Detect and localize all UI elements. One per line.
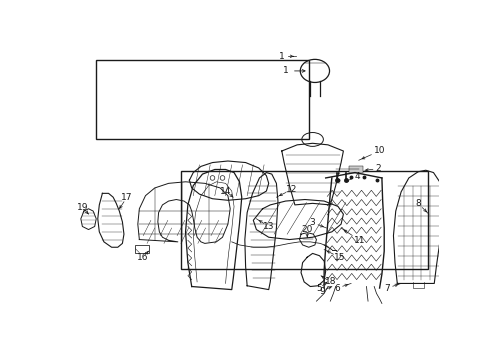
Text: 10: 10 xyxy=(373,147,385,156)
Text: 9: 9 xyxy=(318,287,324,296)
Text: 12: 12 xyxy=(285,185,297,194)
Bar xyxy=(348,166,362,172)
Text: 1: 1 xyxy=(282,66,288,75)
Text: 18: 18 xyxy=(324,278,335,287)
Bar xyxy=(181,171,427,269)
Text: 19: 19 xyxy=(77,203,88,212)
Text: 13: 13 xyxy=(263,222,274,231)
Text: 1: 1 xyxy=(278,52,284,61)
Text: 7: 7 xyxy=(384,284,389,293)
Text: 2: 2 xyxy=(374,164,380,173)
Text: 17: 17 xyxy=(121,193,133,202)
Text: 8: 8 xyxy=(414,199,420,208)
Text: 15: 15 xyxy=(333,253,345,262)
Text: 3: 3 xyxy=(309,218,315,227)
Text: 20: 20 xyxy=(301,225,312,234)
Text: 4: 4 xyxy=(354,172,359,181)
Bar xyxy=(135,245,149,253)
Text: 11: 11 xyxy=(353,236,365,245)
Text: 14: 14 xyxy=(220,186,231,195)
Text: 6: 6 xyxy=(334,284,340,293)
Text: 16: 16 xyxy=(137,253,148,262)
Bar xyxy=(96,60,308,139)
Text: 5: 5 xyxy=(316,284,322,293)
